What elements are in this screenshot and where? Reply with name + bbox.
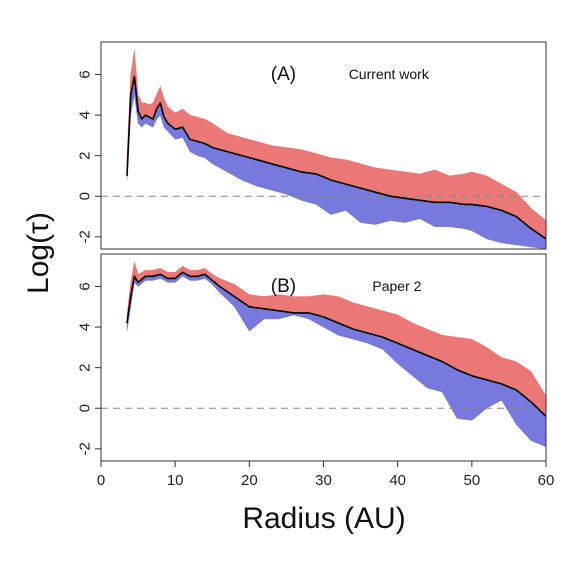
y-tick-label: -2 [77,442,94,455]
y-tick-label: 6 [77,282,94,290]
panel-a: -2 0 2 4 6 (A) Current work [77,41,547,250]
y-tick-label: 4 [77,323,94,331]
panel-b-median-layer [126,271,546,417]
panel-a-frame [100,41,547,250]
panel-b-y-axis: -2 0 2 4 6 [77,282,101,455]
panel-a-median-layer [126,75,546,240]
panel-a-bands [126,50,546,249]
panel-0-median-line [126,75,546,240]
panel-1-median-line [126,271,546,417]
y-tick-label: 6 [77,70,94,78]
y-tick-label: 0 [77,404,94,412]
y-tick-label: -2 [77,230,94,243]
x-tick-label: 30 [315,472,332,489]
x-tick-label: 50 [463,472,480,489]
panel-b-bands [126,262,546,448]
y-tick-label: 4 [77,111,94,119]
panel-b-label: (B) [271,276,296,297]
y-tick-label: 0 [77,192,94,200]
x-tick-label: 60 [538,472,555,489]
panel-a-y-axis: -2 0 2 4 6 [77,70,101,243]
panel-b-annotation: Paper 2 [372,278,421,294]
y-tick-label: 2 [77,363,94,371]
x-tick-label: 20 [241,472,258,489]
panel-a-label: (A) [271,64,296,85]
y-tick-label: 2 [77,151,94,159]
x-tick-label: 0 [97,472,105,489]
x-tick-label: 10 [167,472,184,489]
panel-b: -2 0 2 4 6 (B) Paper 2 [77,253,547,462]
x-axis: 0 10 20 30 40 50 60 [97,461,555,489]
panel-a-annotation: Current work [349,66,430,82]
y-axis-title: Log(τ) [22,212,55,294]
x-tick-label: 40 [389,472,406,489]
x-axis-title: Radius (AU) [242,502,405,535]
